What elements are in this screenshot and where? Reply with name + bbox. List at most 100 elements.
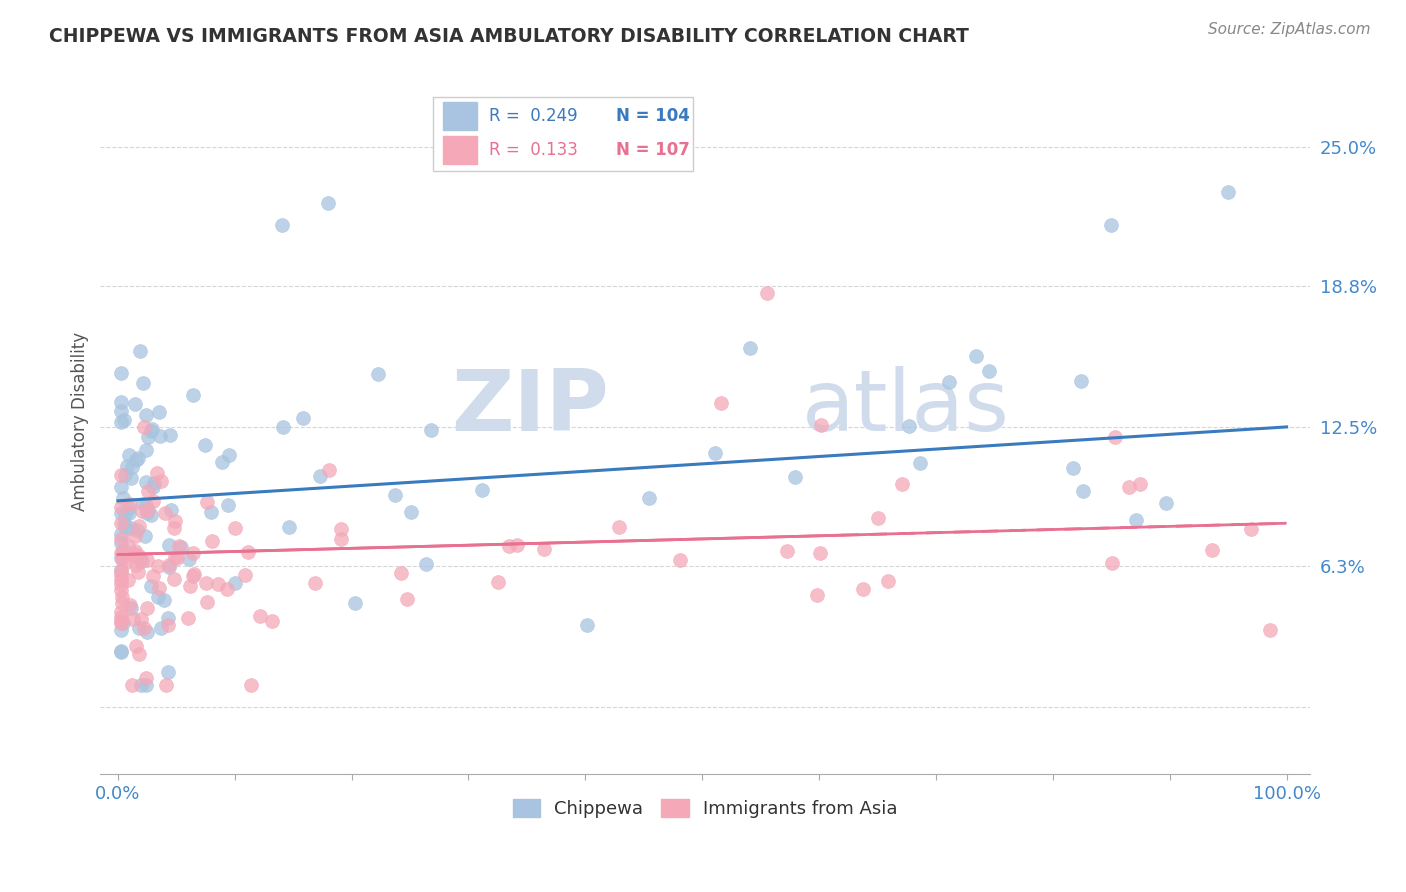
Point	[112, 516, 135, 531]
Point	[262, 615, 284, 629]
Point	[148, 582, 170, 596]
Point	[271, 419, 294, 434]
Point	[979, 364, 1001, 378]
Point	[110, 577, 132, 591]
Point	[114, 519, 136, 533]
Point	[136, 503, 159, 517]
Y-axis label: Ambulatory Disability: Ambulatory Disability	[72, 332, 89, 511]
Point	[135, 624, 157, 639]
Point	[576, 617, 599, 632]
Point	[471, 483, 494, 498]
Text: ZIP: ZIP	[451, 366, 609, 449]
Point	[124, 544, 146, 558]
Point	[167, 540, 190, 554]
Point	[329, 522, 352, 536]
Point	[141, 422, 163, 436]
Point	[139, 578, 162, 592]
Point	[224, 575, 246, 590]
Point	[110, 551, 132, 566]
Point	[194, 438, 217, 452]
Point	[136, 484, 159, 499]
Point	[1258, 623, 1281, 637]
Point	[852, 582, 875, 597]
Point	[111, 542, 134, 557]
Point	[135, 601, 157, 615]
Point	[233, 567, 256, 582]
Point	[938, 376, 960, 390]
Point	[128, 518, 150, 533]
Point	[125, 523, 148, 537]
Point	[1125, 512, 1147, 526]
Text: N = 107: N = 107	[616, 141, 689, 159]
Point	[965, 349, 987, 363]
Point	[1070, 375, 1092, 389]
Point	[110, 582, 132, 597]
Point	[384, 488, 406, 502]
Point	[127, 451, 149, 466]
Point	[110, 616, 132, 631]
Point	[135, 442, 157, 457]
Point	[897, 418, 920, 433]
Point	[506, 538, 529, 552]
Point	[420, 423, 443, 437]
Point	[157, 538, 180, 552]
Point	[128, 621, 150, 635]
Point	[110, 532, 132, 546]
Point	[110, 605, 132, 619]
Point	[156, 610, 179, 624]
Point	[110, 366, 132, 380]
Point	[304, 576, 326, 591]
Point	[156, 665, 179, 679]
Point	[194, 575, 217, 590]
Point	[329, 533, 352, 547]
Point	[868, 511, 890, 525]
Point	[110, 404, 132, 418]
Point	[117, 574, 139, 588]
Point	[1101, 556, 1123, 570]
Point	[110, 551, 132, 566]
Point	[240, 677, 263, 691]
Point	[110, 479, 132, 493]
Point	[110, 527, 132, 541]
Point	[135, 677, 157, 691]
Point	[1240, 522, 1263, 536]
Point	[238, 545, 260, 559]
Point	[181, 568, 204, 582]
Point	[134, 529, 156, 543]
Point	[367, 367, 389, 381]
Point	[135, 671, 157, 685]
Point	[533, 541, 555, 556]
Point	[149, 429, 172, 443]
Point	[129, 553, 152, 567]
Point	[111, 590, 134, 604]
Point	[316, 195, 339, 210]
Point	[165, 515, 187, 529]
Point	[669, 553, 692, 567]
Point	[124, 529, 146, 543]
Point	[125, 558, 148, 572]
Point	[136, 430, 159, 444]
Point	[142, 493, 165, 508]
Point	[135, 553, 157, 567]
Point	[110, 645, 132, 659]
Point	[110, 567, 132, 582]
Point	[135, 475, 157, 489]
FancyBboxPatch shape	[443, 136, 477, 164]
Point	[110, 395, 132, 409]
Point	[127, 565, 149, 579]
Point	[318, 463, 340, 477]
Point	[396, 591, 419, 606]
Point	[224, 521, 246, 535]
Point	[110, 507, 132, 521]
Point	[1201, 543, 1223, 558]
Point	[415, 558, 437, 572]
Point	[110, 643, 132, 657]
Point	[808, 546, 831, 560]
Point	[201, 533, 224, 548]
Point	[1154, 496, 1177, 510]
Point	[486, 575, 509, 590]
Text: R =  0.133: R = 0.133	[489, 141, 578, 159]
Point	[117, 539, 139, 553]
Point	[710, 396, 733, 410]
Point	[110, 516, 132, 530]
